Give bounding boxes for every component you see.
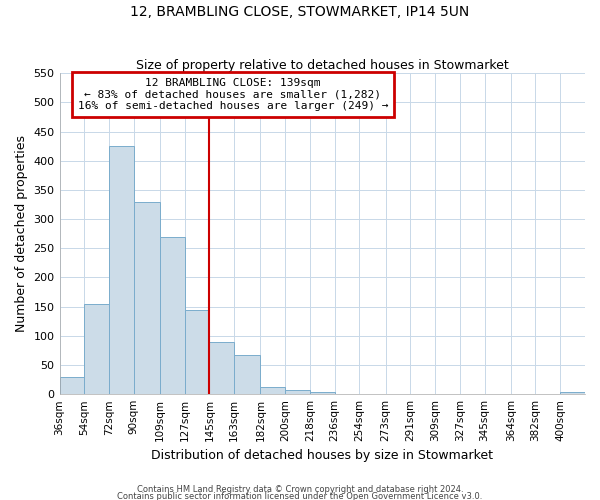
Bar (134, 202, 160, 394)
Text: 12 BRAMBLING CLOSE: 139sqm
← 83% of detached houses are smaller (1,282)
16% of s: 12 BRAMBLING CLOSE: 139sqm ← 83% of deta… (77, 78, 388, 111)
Bar (185, 310, 209, 394)
X-axis label: Distribution of detached houses by size in Stowmarket: Distribution of detached houses by size … (151, 450, 493, 462)
Bar (234, 355, 260, 394)
Title: Size of property relative to detached houses in Stowmarket: Size of property relative to detached ho… (136, 59, 509, 72)
Bar (209, 342, 234, 394)
Text: Contains public sector information licensed under the Open Government Licence v3: Contains public sector information licen… (118, 492, 482, 500)
Bar (160, 236, 185, 394)
Bar (109, 146, 134, 394)
Bar (260, 387, 285, 394)
Text: Contains HM Land Registry data © Crown copyright and database right 2024.: Contains HM Land Registry data © Crown c… (137, 486, 463, 494)
Bar (85, 304, 109, 394)
Bar (310, 392, 335, 394)
Bar (285, 390, 310, 394)
Y-axis label: Number of detached properties: Number of detached properties (15, 135, 28, 332)
Text: 12, BRAMBLING CLOSE, STOWMARKET, IP14 5UN: 12, BRAMBLING CLOSE, STOWMARKET, IP14 5U… (130, 5, 470, 19)
Bar (59, 376, 85, 394)
Bar (560, 392, 585, 394)
